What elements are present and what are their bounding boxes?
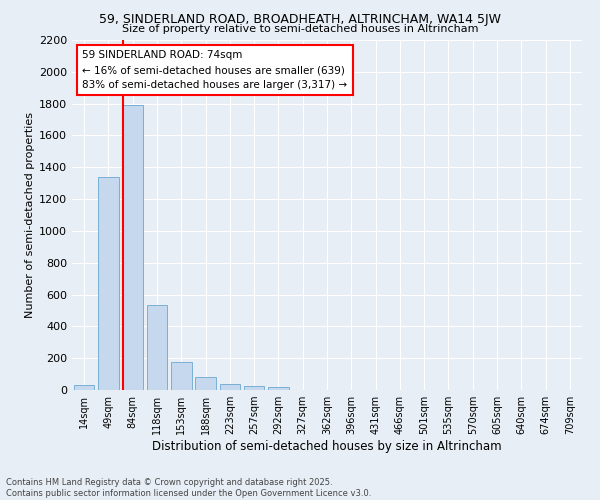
Bar xyxy=(268,387,289,390)
Bar xyxy=(74,385,94,390)
Bar xyxy=(171,362,191,390)
Text: 59, SINDERLAND ROAD, BROADHEATH, ALTRINCHAM, WA14 5JW: 59, SINDERLAND ROAD, BROADHEATH, ALTRINC… xyxy=(99,12,501,26)
Bar xyxy=(146,305,167,390)
Bar xyxy=(98,177,119,390)
Text: Size of property relative to semi-detached houses in Altrincham: Size of property relative to semi-detach… xyxy=(122,24,478,34)
Text: Contains HM Land Registry data © Crown copyright and database right 2025.
Contai: Contains HM Land Registry data © Crown c… xyxy=(6,478,371,498)
Text: 59 SINDERLAND ROAD: 74sqm
← 16% of semi-detached houses are smaller (639)
83% of: 59 SINDERLAND ROAD: 74sqm ← 16% of semi-… xyxy=(82,50,347,90)
Bar xyxy=(244,386,265,390)
X-axis label: Distribution of semi-detached houses by size in Altrincham: Distribution of semi-detached houses by … xyxy=(152,440,502,453)
Bar xyxy=(195,378,216,390)
Bar xyxy=(122,105,143,390)
Bar xyxy=(220,384,240,390)
Y-axis label: Number of semi-detached properties: Number of semi-detached properties xyxy=(25,112,35,318)
